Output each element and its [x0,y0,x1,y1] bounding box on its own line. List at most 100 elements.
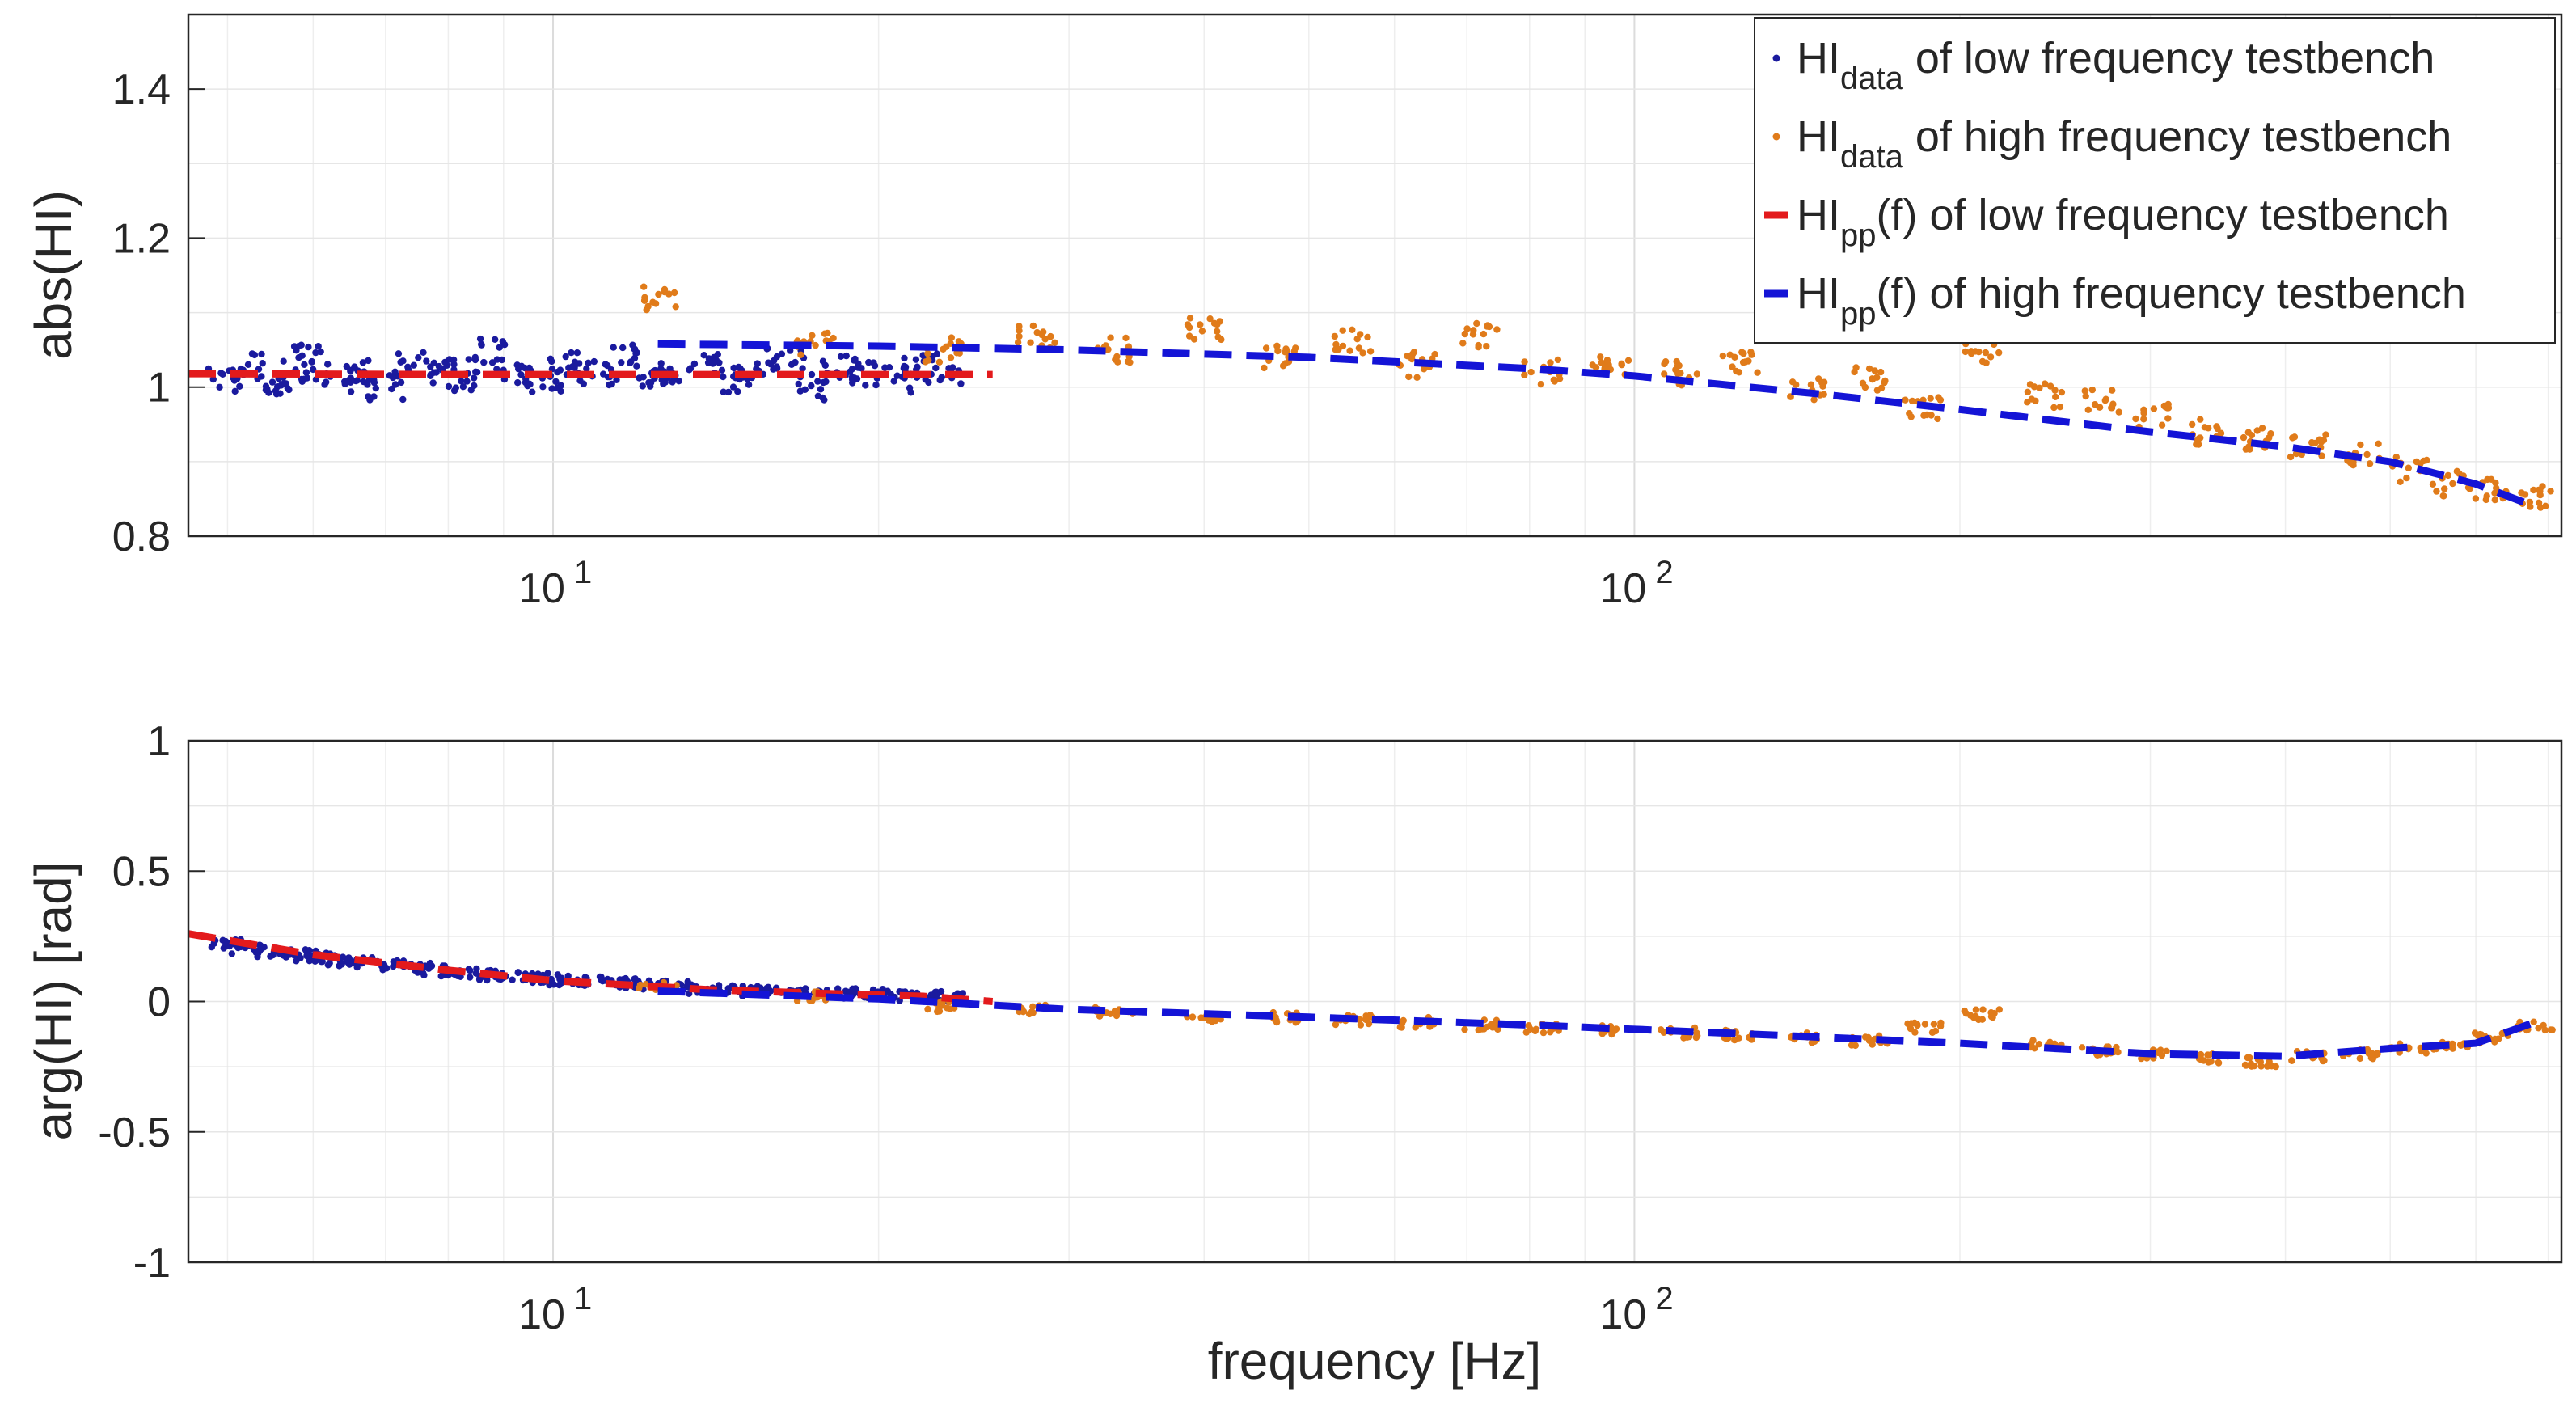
scatter-point [2109,400,2117,408]
scatter-point [959,990,967,997]
scatter-point [797,351,804,358]
scatter-point [2363,450,2371,459]
scatter-point [901,362,908,370]
scatter-point [277,382,285,389]
y-tick-label: 1 [147,365,171,412]
scatter-point [1124,357,1132,366]
scatter-point [1475,1026,1482,1034]
scatter-point [2535,1025,2542,1032]
scatter-point [389,374,397,382]
scatter-point [430,359,437,366]
scatter-point [602,361,609,368]
scatter-point [2453,467,2460,475]
scatter-point [1967,348,1975,355]
scatter-point [321,381,328,388]
scatter-point [305,343,312,351]
scatter-point [576,377,584,384]
y-tick-label: 1 [147,718,171,765]
scatter-point [445,382,453,391]
scatter-point [1273,342,1281,349]
scatter-point [1962,348,1969,356]
scatter-point [568,349,575,357]
scatter-point [633,362,640,370]
scatter-point [1016,332,1023,340]
y-tick-label: 1.4 [112,66,171,113]
scatter-point [1537,381,1545,388]
scatter-point [1961,1007,1968,1015]
scatter-point [1273,1016,1280,1024]
scatter-point [712,357,720,364]
scatter-point [272,387,280,395]
scatter-point [208,944,215,951]
scatter-point [2197,434,2204,442]
scatter-point [2405,464,2412,471]
legend-box [1754,17,2556,344]
scatter-point [2140,409,2147,416]
scatter-point [254,948,261,955]
scatter-point [372,384,379,392]
scatter-point [500,341,509,349]
legend-marker [1772,133,1780,141]
scatter-point [799,365,806,372]
scatter-point [924,350,931,357]
scatter-point [2164,415,2172,422]
scatter-point [1618,360,1625,367]
scatter-point [2189,420,2196,429]
scatter-point [1747,349,1755,356]
scatter-point [341,378,348,386]
scatter-point [573,349,581,357]
scatter-point [672,303,679,311]
scatter-point [773,353,781,361]
scatter-point [670,289,678,297]
scatter-point [847,368,854,375]
y-tick-label: 0.8 [112,513,171,560]
scatter-point [1355,344,1363,352]
scatter-point [1332,1021,1340,1029]
top-tick-labels: 0.8 1 1.2 1.4 10 1 10 2 [112,66,1674,612]
arg-hi-chart-panel: -1 -0.5 0 0.5 1 10 1 10 2 arg(HI) [rad] frequenc… [24,718,2563,1390]
scatter-point [315,343,322,350]
scatter-point [1914,1021,1921,1029]
scatter-point [2193,441,2200,448]
scatter-point [380,964,388,971]
scatter-point [515,365,522,373]
scatter-point [1908,397,1916,405]
scatter-point [1907,1025,1915,1033]
scatter-point [858,365,865,372]
scatter-point [301,375,308,382]
scatter-point [347,388,355,395]
scatter-point [1873,387,1881,394]
scatter-point [618,359,625,366]
scatter-point [2058,388,2066,396]
scatter-point [1290,348,1299,355]
scatter-point [391,381,399,388]
scatter-point [1532,1025,1539,1033]
scatter-point [2403,474,2410,482]
x-tick-exponent: 2 [1655,1281,1673,1316]
scatter-point [1848,1042,1856,1049]
scatter-point [467,967,474,974]
scatter-point [1927,395,1934,402]
scatter-point [583,365,590,372]
scatter-point [1041,336,1049,343]
scatter-point [459,383,467,391]
scatter-point [2052,393,2059,400]
scatter-point [437,972,445,980]
scatter-point [345,956,353,963]
scatter-point [552,378,560,386]
scatter-point [2356,1054,2363,1063]
scatter-point [636,984,643,992]
scatter-point [610,344,617,351]
scatter-point [2542,502,2549,509]
scatter-point [1972,1006,1980,1013]
scatter-point [924,1005,931,1013]
legend-label: HIpp(f) of low frequency testbench [1797,191,2449,253]
scatter-point [1493,326,1501,333]
scatter-point [715,984,723,991]
scatter-point [1189,1013,1197,1021]
scatter-point [467,974,474,981]
scatter-point [862,382,869,389]
scatter-point [514,969,522,976]
scatter-point [1738,349,1746,356]
scatter-point [2046,382,2054,390]
